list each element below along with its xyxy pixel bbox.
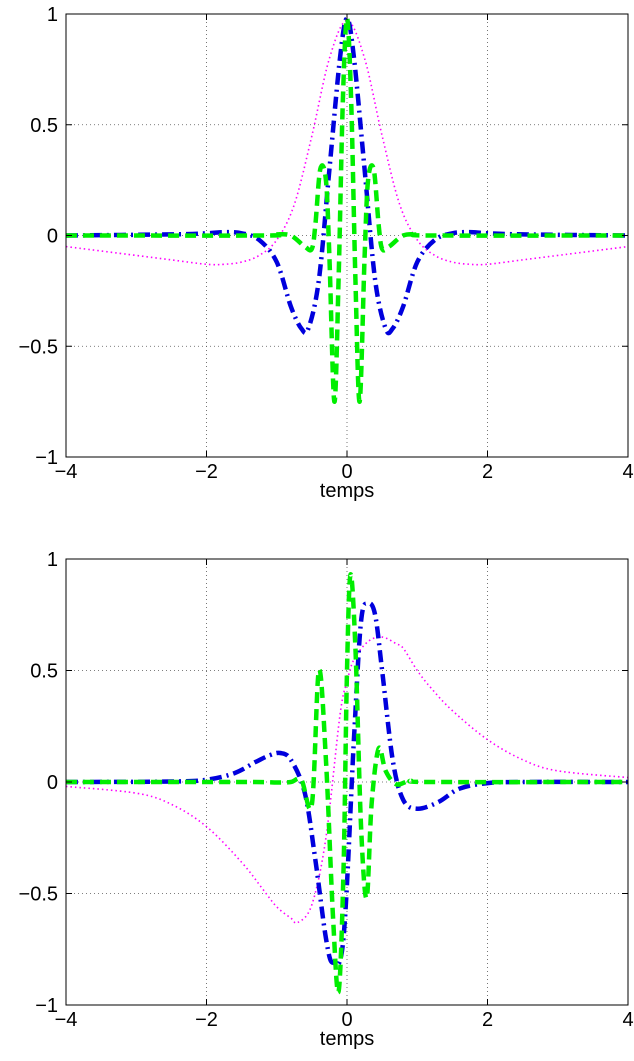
x-tick-label-4: 4 xyxy=(622,461,633,483)
x-tick-label-3: 2 xyxy=(482,461,493,483)
y-tick-label-3: 0.5 xyxy=(30,661,58,683)
bottom-chart: −4 −2 0 2 4 −1 −0.5 0 0.5 1 temps xyxy=(19,549,634,1050)
x-tick-label-3: 2 xyxy=(482,1009,493,1031)
series-line-1 xyxy=(66,16,628,336)
x-tick-label-2: 0 xyxy=(341,1009,352,1031)
series-line-2 xyxy=(66,572,628,995)
y-tick-label-4: 1 xyxy=(47,549,58,571)
x-tick-label-1: −2 xyxy=(195,461,218,483)
y-tick-label-1: −0.5 xyxy=(19,336,58,358)
x-axis-title: temps xyxy=(320,480,374,502)
top-chart: −4 −2 0 2 4 −1 −0.5 0 0.5 1 temps xyxy=(19,4,634,502)
x-tick-label-0: −4 xyxy=(55,1009,78,1031)
y-tick-label-1: −0.5 xyxy=(19,884,58,906)
x-axis-title: temps xyxy=(320,1028,374,1050)
series-line-1 xyxy=(66,601,628,968)
y-tick-label-3: 0.5 xyxy=(30,115,58,137)
series-line-2 xyxy=(66,16,628,404)
y-tick-label-0: −1 xyxy=(35,447,58,469)
y-tick-label-4: 1 xyxy=(47,4,58,26)
x-tick-label-1: −2 xyxy=(195,1009,218,1031)
series-line-0 xyxy=(66,636,628,924)
y-tick-label-2: 0 xyxy=(47,772,58,794)
y-tick-label-2: 0 xyxy=(47,226,58,248)
x-tick-label-4: 4 xyxy=(622,1009,633,1031)
x-tick-label-0: −4 xyxy=(55,461,78,483)
x-tick-label-2: 0 xyxy=(341,461,352,483)
y-tick-label-0: −1 xyxy=(35,995,58,1017)
